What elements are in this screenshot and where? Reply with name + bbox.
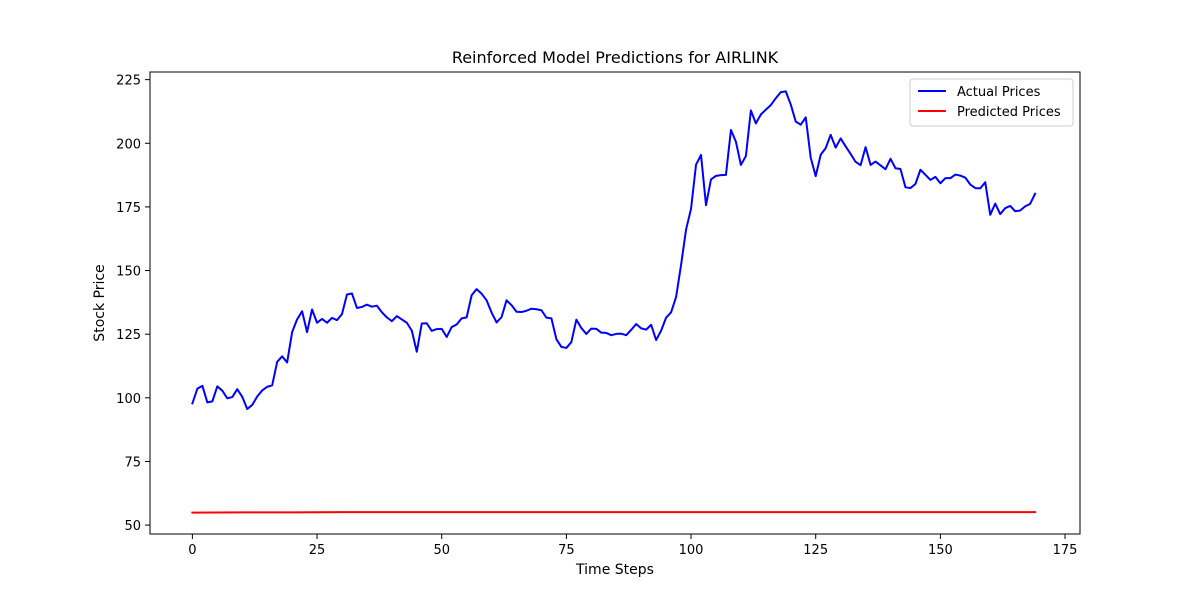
y-tick-label: 200 <box>116 137 141 152</box>
chart-title: Reinforced Model Predictions for AIRLINK <box>452 48 779 67</box>
plot-frame <box>149 71 1081 535</box>
y-tick-label: 50 <box>124 519 141 534</box>
x-tick-label: 175 <box>1053 543 1078 558</box>
y-axis-ticks: 50 75 100 125 150 175 200 225 <box>116 74 150 534</box>
y-tick-label: 225 <box>116 74 141 89</box>
y-tick-label: 100 <box>116 392 141 407</box>
legend-box <box>909 78 1074 127</box>
x-tick-label: 50 <box>433 543 450 558</box>
x-axis-ticks: 0 25 50 75 100 125 150 175 <box>188 534 1077 558</box>
plot-area <box>150 72 1080 534</box>
x-axis-label: Time Steps <box>575 562 654 578</box>
x-tick-label: 0 <box>188 543 196 558</box>
series-line-actual-prices <box>191 90 1037 411</box>
y-tick-label: 150 <box>116 265 141 280</box>
x-tick-label: 150 <box>928 543 953 558</box>
y-tick-label: 75 <box>124 455 141 470</box>
x-tick-label: 125 <box>803 543 828 558</box>
y-tick-label: 175 <box>116 201 141 216</box>
series-layer <box>191 90 1037 514</box>
x-tick-label: 100 <box>679 543 704 558</box>
x-tick-label: 25 <box>309 543 326 558</box>
y-tick-label: 125 <box>116 328 141 343</box>
series-line-predicted-prices <box>191 511 1037 514</box>
legend-label-predicted: Predicted Prices <box>957 105 1061 120</box>
legend-label-actual: Actual Prices <box>957 85 1041 100</box>
y-axis-label: Stock Price <box>92 264 108 341</box>
legend: Actual Prices Predicted Prices <box>909 78 1074 127</box>
x-tick-label: 75 <box>558 543 575 558</box>
